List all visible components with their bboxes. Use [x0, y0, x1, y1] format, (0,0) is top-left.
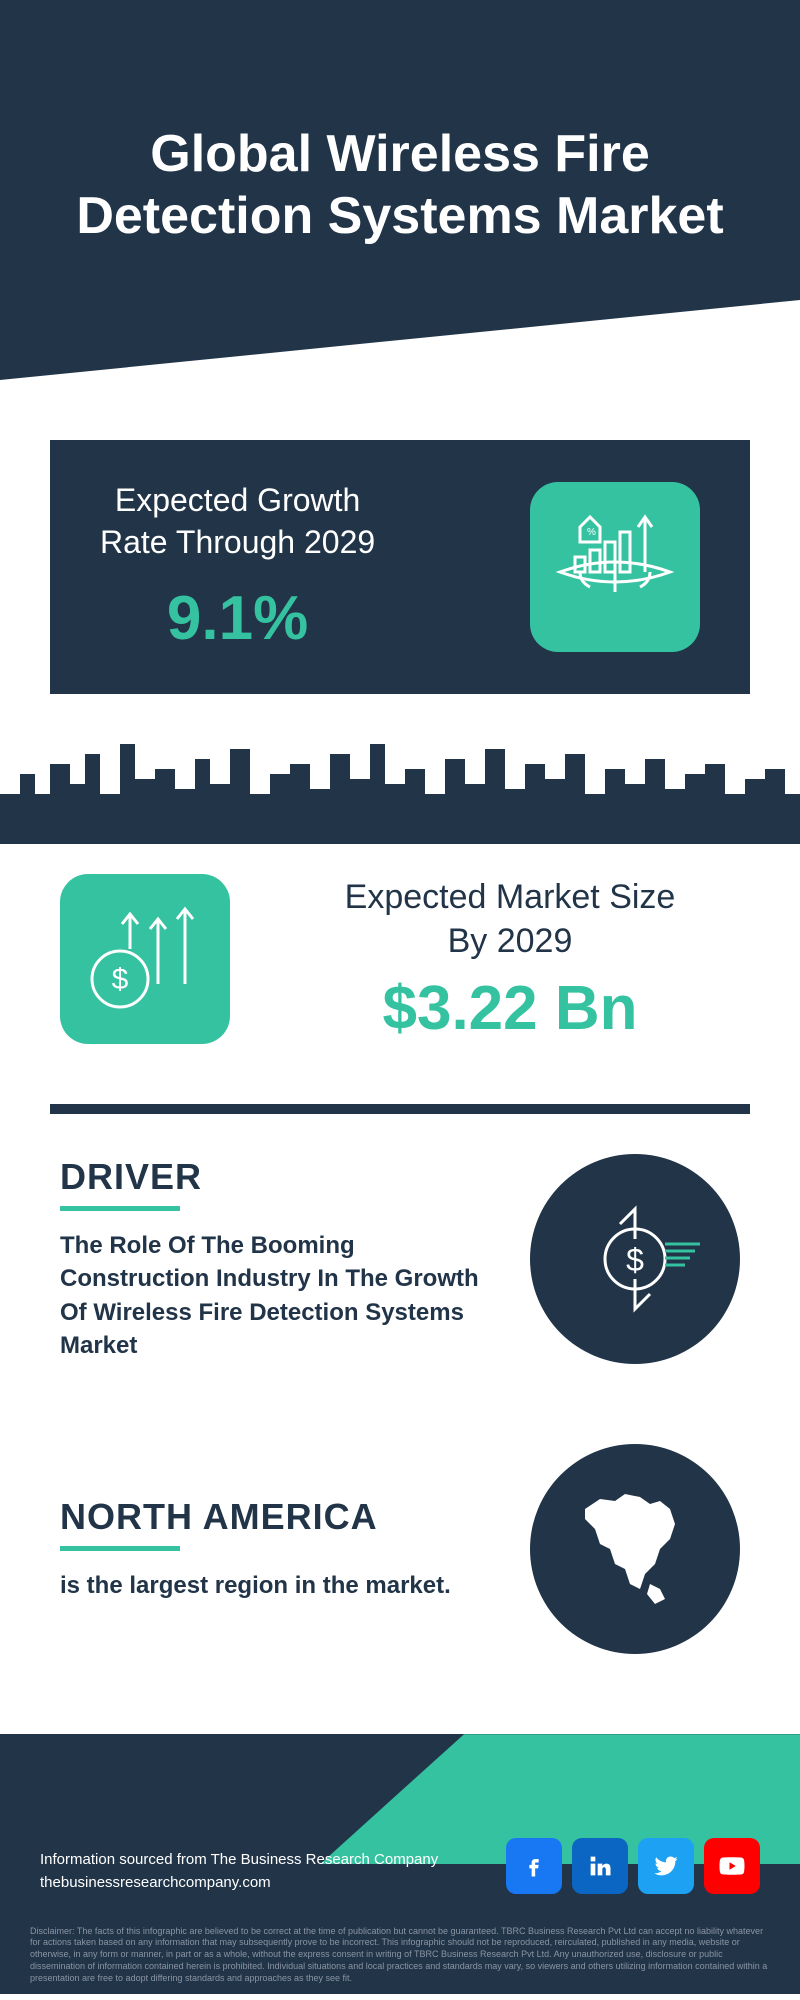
growth-label-1: Expected Growth: [100, 480, 375, 522]
north-america-map-icon: [530, 1444, 740, 1654]
skyline-divider: [0, 724, 800, 844]
twitter-icon[interactable]: [638, 1838, 694, 1894]
social-links: [506, 1838, 760, 1894]
hero-section: Global Wireless Fire Detection Systems M…: [0, 0, 800, 400]
footer-content: Information sourced from The Business Re…: [40, 1838, 760, 1894]
market-size-text: Expected Market Size By 2029 $3.22 Bn: [280, 875, 740, 1044]
svg-text:$: $: [112, 963, 129, 996]
market-value: $3.22 Bn: [280, 973, 740, 1044]
facebook-icon[interactable]: [506, 1838, 562, 1894]
page-title: Global Wireless Fire Detection Systems M…: [0, 123, 800, 248]
youtube-icon[interactable]: [704, 1838, 760, 1894]
heading-underline: [60, 1206, 180, 1211]
heading-underline: [60, 1546, 180, 1551]
growth-text-block: Expected Growth Rate Through 2029 9.1%: [100, 480, 375, 654]
money-growth-icon: $: [60, 874, 230, 1044]
growth-label-2: Rate Through 2029: [100, 522, 375, 564]
disclaimer-text: Disclaimer: The facts of this infographi…: [30, 1926, 770, 1984]
driver-text: DRIVER The Role Of The Booming Construct…: [60, 1156, 490, 1363]
hero-background: Global Wireless Fire Detection Systems M…: [0, 0, 800, 400]
growth-value: 9.1%: [100, 583, 375, 654]
region-heading: NORTH AMERICA: [60, 1496, 490, 1538]
region-body: is the largest region in the market.: [60, 1569, 490, 1603]
market-label-1: Expected Market Size: [280, 875, 740, 919]
source-line-2: thebusinessresearchcompany.com: [40, 1872, 438, 1895]
growth-chart-icon: %: [530, 482, 700, 652]
footer-section: Information sourced from The Business Re…: [0, 1734, 800, 1994]
svg-text:%: %: [587, 527, 596, 538]
region-section: NORTH AMERICA is the largest region in t…: [0, 1404, 800, 1694]
source-line-1: Information sourced from The Business Re…: [40, 1849, 438, 1872]
region-text: NORTH AMERICA is the largest region in t…: [60, 1496, 490, 1603]
footer-source: Information sourced from The Business Re…: [40, 1849, 438, 1894]
driver-section: DRIVER The Role Of The Booming Construct…: [0, 1114, 800, 1404]
driver-body: The Role Of The Booming Construction Ind…: [60, 1229, 490, 1363]
market-label-2: By 2029: [280, 919, 740, 963]
money-exchange-icon: $: [530, 1154, 740, 1364]
market-size-section: $ Expected Market Size By 2029 $3.22 Bn: [0, 844, 800, 1104]
driver-heading: DRIVER: [60, 1156, 490, 1198]
growth-rate-card: Expected Growth Rate Through 2029 9.1% %: [50, 440, 750, 694]
section-divider: [50, 1104, 750, 1114]
svg-text:$: $: [626, 1242, 644, 1278]
linkedin-icon[interactable]: [572, 1838, 628, 1894]
